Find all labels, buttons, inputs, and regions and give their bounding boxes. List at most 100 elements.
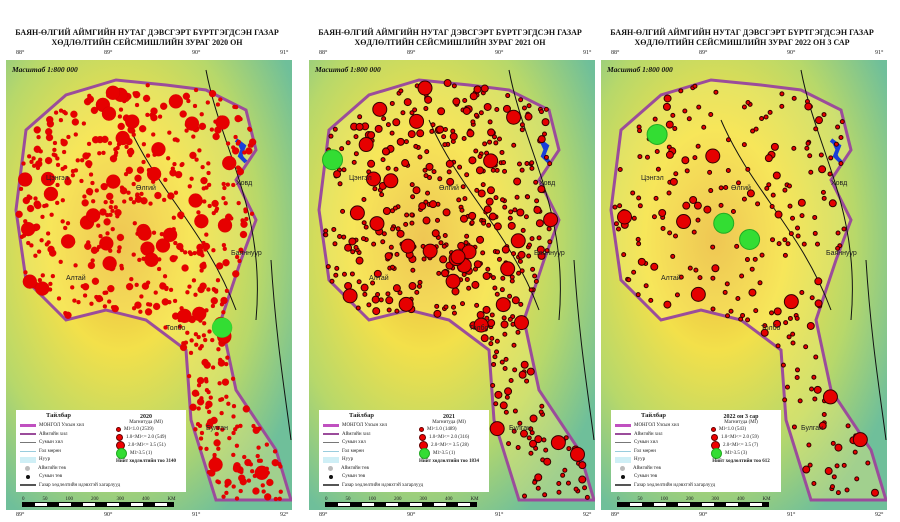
earthquake-marker (460, 301, 466, 307)
earthquake-marker (791, 95, 797, 101)
total-count: Нийт хөдлөлтийн тоо 1834 (419, 459, 479, 464)
earthquake-marker (852, 432, 868, 448)
earthquake-marker (162, 274, 168, 279)
earthquake-marker (678, 274, 684, 280)
earthquake-marker (245, 147, 253, 155)
earthquake-marker (468, 156, 477, 165)
earthquake-marker (401, 159, 410, 168)
earthquake-marker (480, 334, 489, 343)
earthquake-marker (86, 95, 94, 103)
earthquake-marker (821, 412, 827, 418)
earthquake-marker (90, 106, 99, 115)
earthquake-marker (114, 208, 122, 217)
earthquake-marker (188, 193, 203, 208)
earthquake-marker (473, 148, 479, 154)
earthquake-marker (854, 476, 860, 482)
earthquake-marker (513, 315, 529, 331)
earthquake-marker (462, 106, 471, 115)
earthquake-marker (517, 258, 523, 264)
earthquake-marker (198, 346, 203, 351)
earthquake-marker (224, 490, 229, 496)
earthquake-marker (471, 280, 480, 289)
earthquake-marker (474, 187, 480, 193)
earthquake-marker (494, 338, 500, 344)
earthquake-marker (519, 122, 525, 128)
earthquake-marker (396, 137, 405, 146)
earthquake-marker (332, 241, 338, 247)
earthquake-marker (208, 395, 213, 400)
earthquake-marker (529, 160, 535, 166)
earthquake-marker (725, 137, 731, 143)
earthquake-marker (494, 390, 503, 399)
earthquake-marker (434, 217, 440, 223)
earthquake-marker (794, 225, 800, 231)
earthquake-marker (390, 226, 396, 232)
earthquake-marker (99, 236, 114, 251)
earthquake-marker (637, 203, 643, 209)
earthquake-marker (277, 496, 282, 501)
earthquake-marker (480, 84, 489, 93)
earthquake-marker (131, 200, 137, 205)
longitude-tick: 92° (280, 512, 289, 518)
earthquake-marker (85, 187, 94, 196)
earthquake-marker (582, 485, 588, 491)
earthquake-marker (814, 277, 823, 286)
earthquake-marker (221, 196, 226, 201)
earthquake-marker (804, 145, 810, 151)
earthquake-marker (258, 458, 263, 463)
earthquake-marker (520, 227, 526, 233)
earthquake-marker (488, 212, 497, 221)
legend-item: Сумын хил (20, 439, 63, 446)
earthquake-marker (528, 426, 534, 432)
earthquake-marker (451, 310, 457, 316)
magnitude-class: Ml>3.5 (1) (116, 447, 184, 459)
earthquake-marker (60, 234, 76, 249)
earthquake-marker (323, 228, 329, 234)
earthquake-marker (503, 356, 509, 362)
earthquake-marker (499, 149, 505, 155)
earthquake-marker (833, 141, 839, 147)
earthquake-marker (33, 126, 41, 134)
earthquake-marker (231, 182, 236, 188)
earthquake-marker (90, 246, 99, 254)
earthquake-marker (198, 436, 204, 441)
earthquake-marker (510, 233, 526, 249)
earthquake-marker (431, 229, 440, 238)
earthquake-marker (199, 112, 204, 117)
earthquake-marker (109, 199, 114, 205)
earthquake-marker (487, 139, 493, 145)
earthquake-marker (233, 104, 239, 110)
earthquake-marker (60, 166, 65, 172)
earthquake-marker (501, 160, 507, 166)
earthquake-marker (357, 114, 363, 120)
earthquake-marker (464, 276, 470, 282)
earthquake-marker (518, 370, 527, 379)
earthquake-marker (523, 214, 529, 220)
earthquake-marker (146, 166, 162, 182)
earthquake-marker (128, 196, 133, 201)
earthquake-marker (125, 114, 140, 129)
scalebar: 0 50 100 200 300 400 KM (325, 497, 479, 507)
earthquake-marker (451, 304, 457, 310)
earthquake-marker (90, 180, 95, 186)
earthquake-marker (238, 474, 246, 482)
earthquake-marker (398, 296, 414, 312)
earthquake-marker (224, 478, 232, 487)
earthquake-marker (718, 202, 724, 208)
earthquake-marker (382, 206, 391, 215)
earthquake-marker (243, 209, 248, 214)
earthquake-marker (39, 238, 44, 243)
earthquake-marker (431, 169, 437, 175)
earthquake-marker (210, 365, 216, 370)
earthquake-marker (537, 135, 546, 144)
earthquake-marker (790, 340, 796, 346)
earthquake-marker (404, 212, 410, 218)
earthquake-marker (770, 237, 776, 243)
earthquake-marker (102, 256, 117, 271)
earthquake-marker (45, 231, 51, 236)
earthquake-marker (807, 153, 813, 159)
place-label: Алтай (661, 274, 681, 282)
earthquake-marker (511, 296, 520, 305)
earthquake-marker (225, 141, 231, 146)
earthquake-marker (631, 215, 637, 221)
